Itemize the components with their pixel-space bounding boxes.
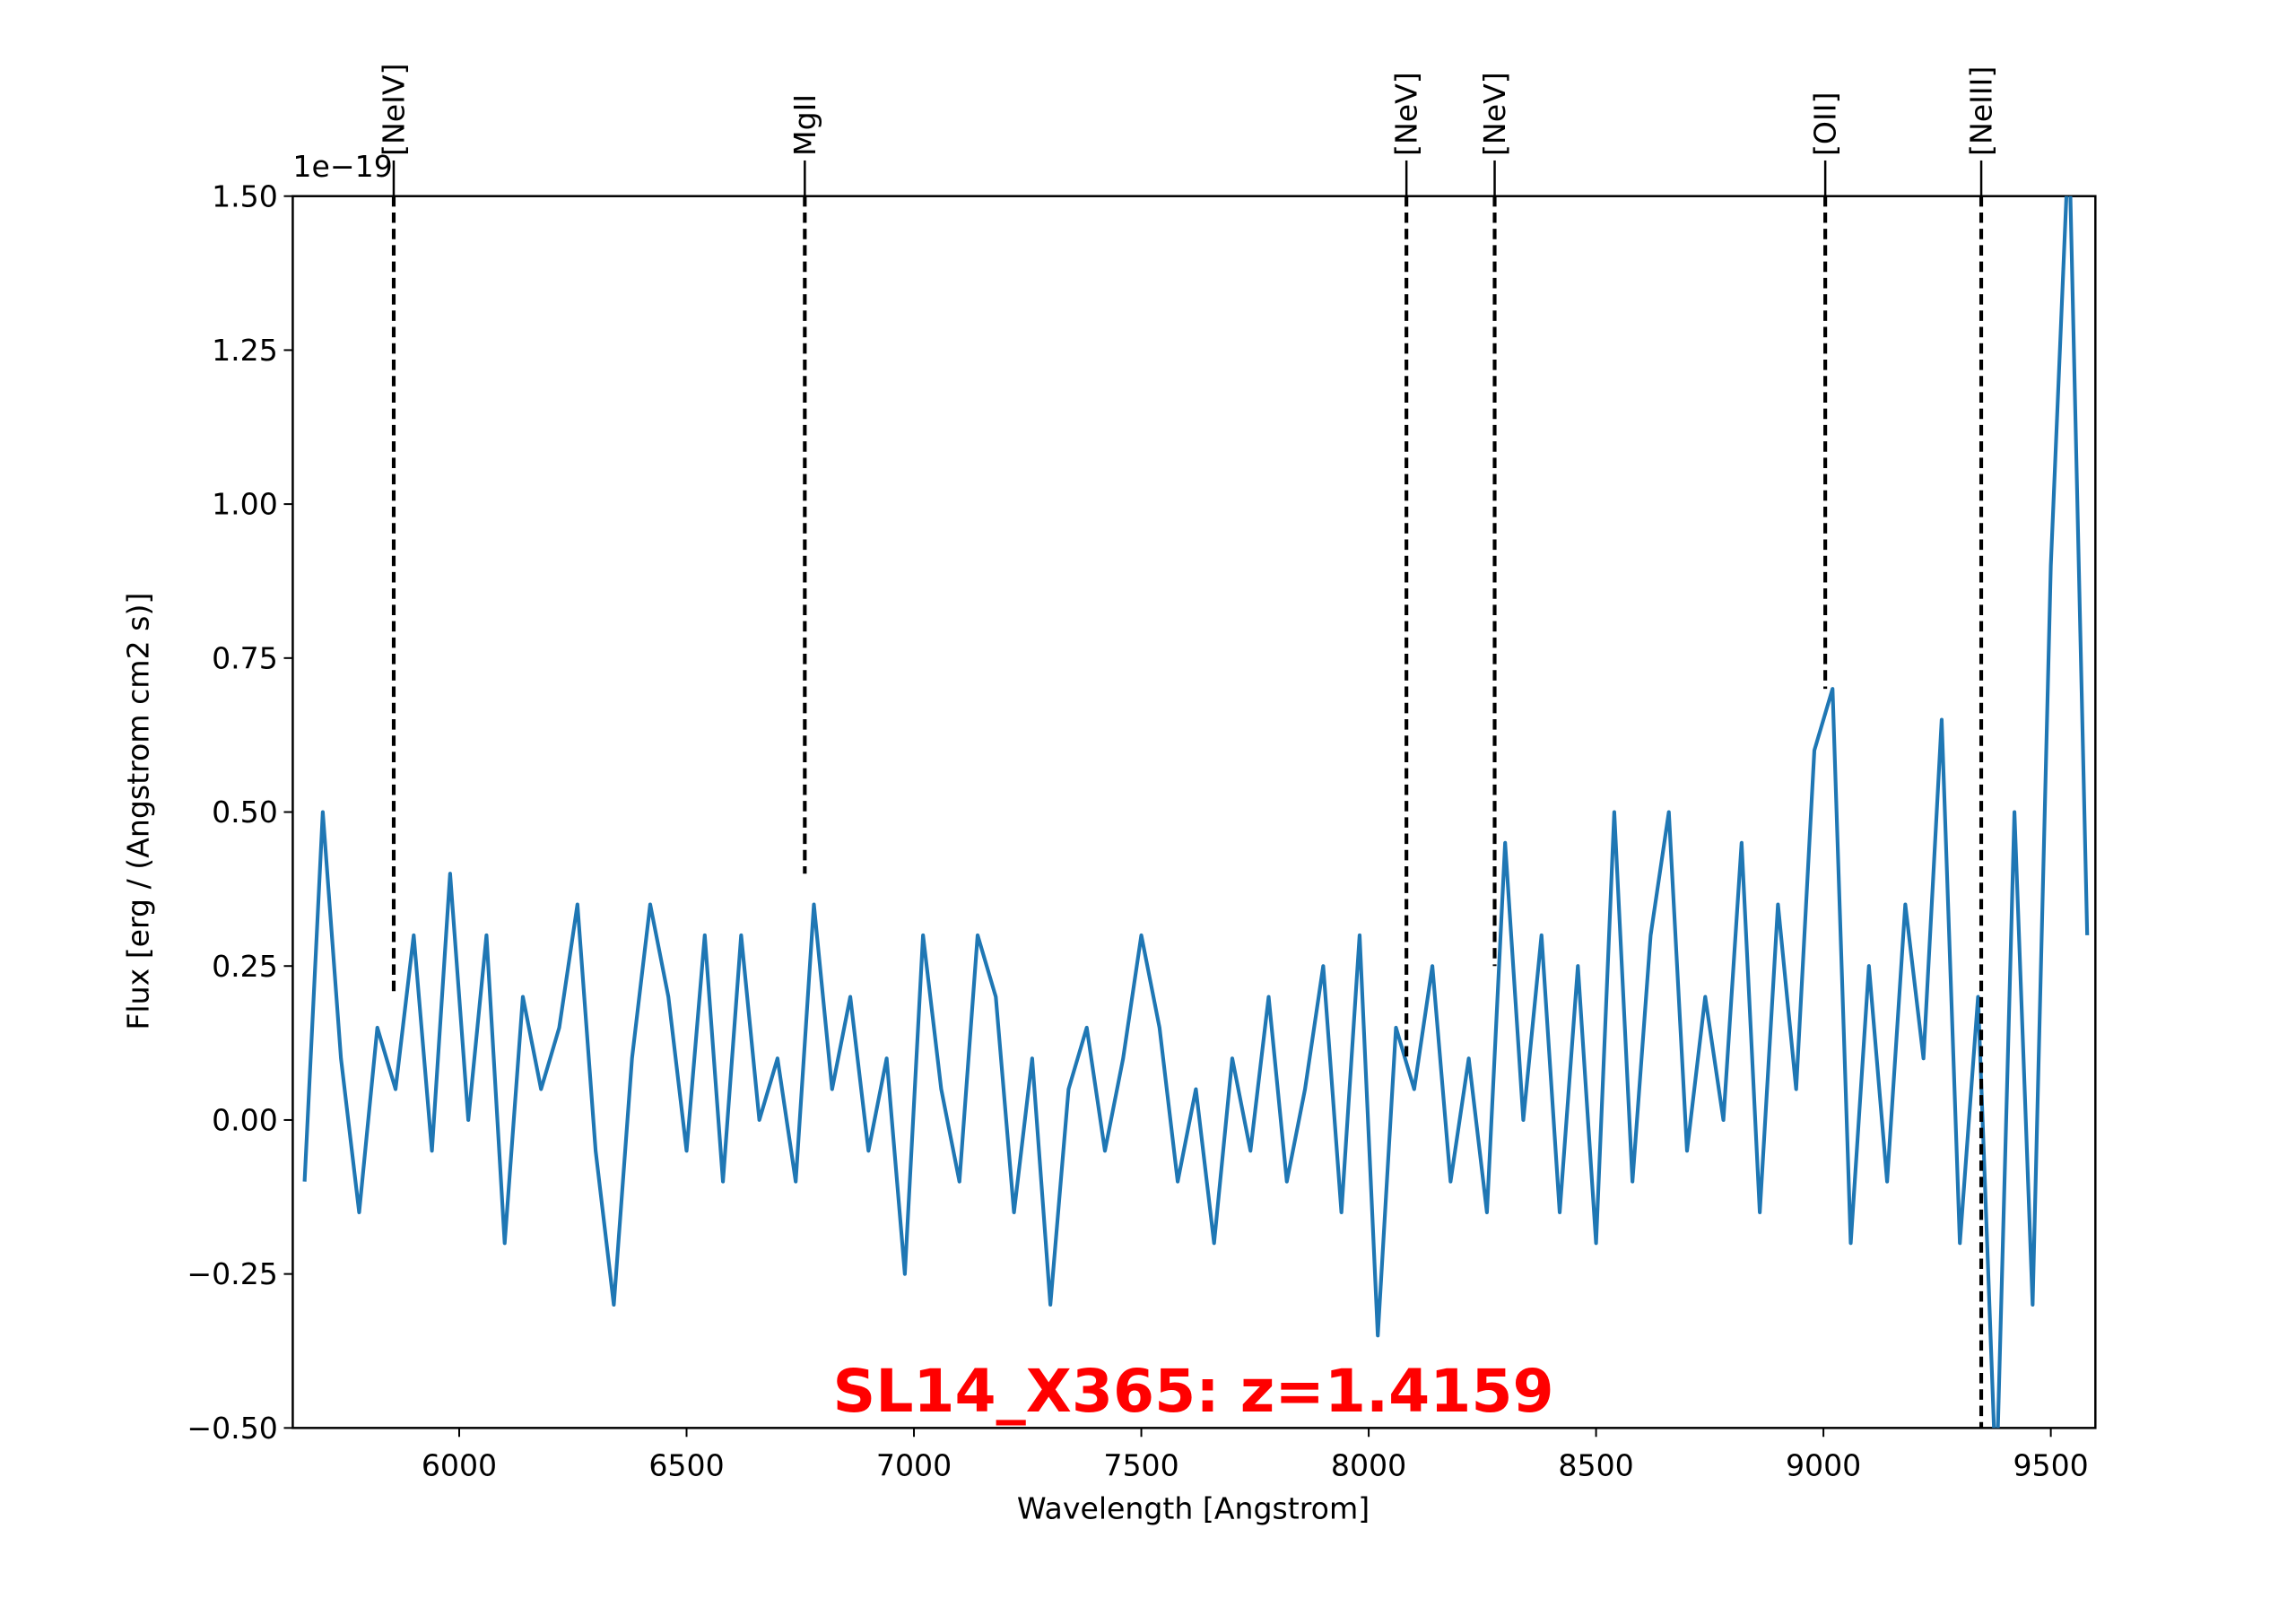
y-offset-label: 1e−19	[292, 149, 392, 184]
x-tick-label: 7000	[876, 1447, 952, 1482]
y-axis-label: Flux [erg / (Angstrom cm2 s)]	[121, 593, 156, 1030]
x-axis-label: Wavelength [Angstrom]	[1017, 1490, 1370, 1525]
x-tick-label: 9500	[2013, 1447, 2088, 1482]
y-tick-label: 1.00	[212, 487, 278, 522]
spectrum-line	[302, 195, 2090, 1429]
emission-line-label: [NeV]	[1389, 72, 1424, 156]
x-tick-label: 8500	[1558, 1447, 1633, 1482]
x-tick-label: 9000	[1786, 1447, 1861, 1482]
x-tick-label: 7500	[1103, 1447, 1178, 1482]
emission-line-label: [NeIV]	[377, 64, 412, 156]
x-tick-label: 6500	[648, 1447, 724, 1482]
y-tick-label: −0.25	[187, 1256, 278, 1291]
plot-area	[302, 195, 2090, 1429]
emission-line-label: [NeIII]	[1964, 66, 1999, 156]
y-tick-label: 1.50	[212, 178, 278, 213]
y-tick-label: 0.75	[212, 640, 278, 675]
y-tick-label: −0.50	[187, 1411, 278, 1446]
y-tick-label: 0.25	[212, 949, 278, 984]
emission-line-label: MgII	[787, 94, 822, 156]
y-tick-label: 0.50	[212, 795, 278, 830]
x-tick-label: 6000	[422, 1447, 497, 1482]
chart-title: SL14_X365: z=1.4159	[832, 1356, 1553, 1426]
emission-line-label: [NeV]	[1477, 72, 1512, 156]
y-tick-label: 0.00	[212, 1103, 278, 1138]
emission-line-label: [OII]	[1808, 92, 1843, 156]
x-tick-label: 8000	[1331, 1447, 1406, 1482]
y-tick-label: 1.25	[212, 333, 278, 368]
